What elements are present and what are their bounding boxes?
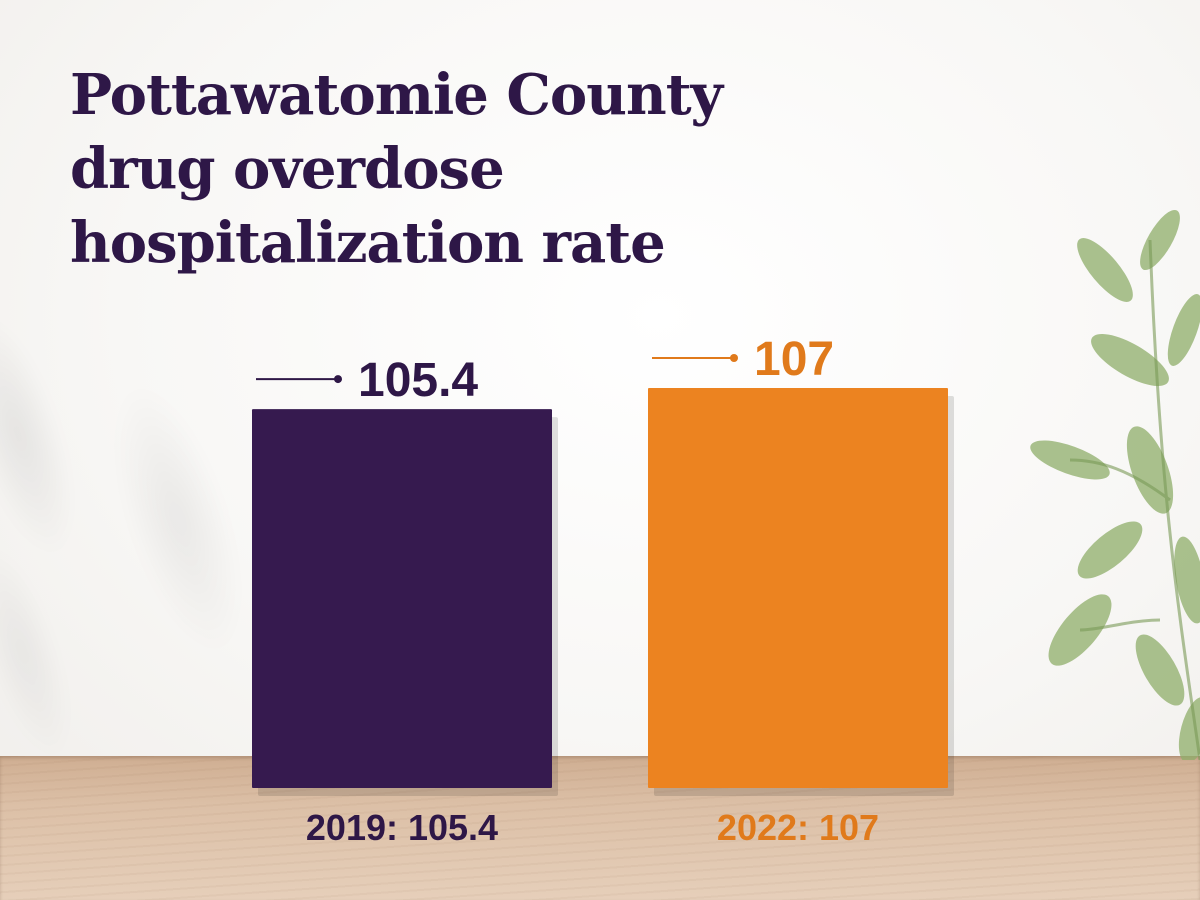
value-label-2022: 107 — [754, 333, 834, 386]
value-pointer-dot-2022 — [730, 354, 738, 362]
chart-title-line-3: hospitalization rate — [70, 210, 666, 276]
chart-title-line-2: drug overdose — [70, 136, 505, 202]
leafy-plant-icon — [1030, 209, 1200, 760]
chart-title-line-1: Pottawatomie County — [70, 62, 723, 128]
bar-2019 — [252, 409, 552, 788]
bar-2022 — [648, 388, 948, 788]
chart-title: Pottawatomie County drug overdose hospit… — [70, 58, 830, 280]
value-pointer-dot-2019 — [334, 375, 342, 384]
category-label-2022: 2022: 107 — [717, 807, 879, 848]
category-label-2019: 2019: 105.4 — [306, 807, 498, 848]
value-label-2019: 105.4 — [358, 354, 478, 407]
wooden-table-icon — [0, 756, 1200, 900]
